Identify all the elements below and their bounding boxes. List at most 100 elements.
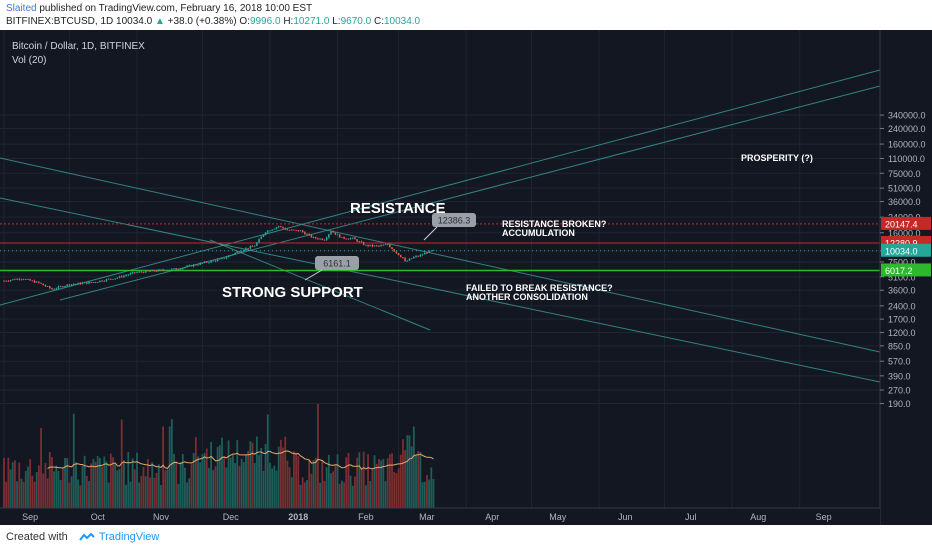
volume-bar <box>48 451 51 508</box>
candle-body <box>110 278 112 280</box>
volume-bar <box>27 466 29 508</box>
volume-bar <box>61 468 64 508</box>
candle-body <box>149 271 151 272</box>
volume-ma-line <box>47 450 434 470</box>
candle-body <box>66 284 69 287</box>
candle-body <box>417 256 419 257</box>
candle-body <box>423 252 426 255</box>
candle-body <box>430 250 433 252</box>
candle-body <box>38 281 40 283</box>
volume-bar <box>216 446 219 508</box>
callout-pointer <box>423 226 438 241</box>
volume-bar <box>421 482 424 508</box>
volume-bar <box>242 461 245 508</box>
volume-bar <box>192 453 195 508</box>
candle-body <box>358 241 361 243</box>
volume-bar <box>201 454 204 508</box>
volume-bar <box>157 464 160 508</box>
volume-bar <box>310 473 313 508</box>
candle-body <box>216 259 219 262</box>
volume-bar <box>203 452 206 508</box>
volume-bar <box>144 476 147 508</box>
price-tick-label: 5100.0 <box>888 272 916 282</box>
volume-bar <box>3 458 5 508</box>
candle-body <box>175 268 178 270</box>
candle-body <box>321 238 324 240</box>
candle-body <box>79 282 82 285</box>
volume-bar <box>55 465 58 508</box>
volume-bar <box>308 459 311 508</box>
candle-body <box>51 288 53 290</box>
volume-bar <box>92 458 95 508</box>
candle-body <box>96 281 99 283</box>
time-tick-label: Mar <box>419 512 435 522</box>
annotation-failed-1: FAILED TO BREAK RESISTANCE? <box>466 283 613 293</box>
candle-body <box>155 270 158 272</box>
annotation-prosperity: PROSPERITY (?) <box>741 153 813 163</box>
volume-bar <box>232 454 234 508</box>
volume-bar <box>149 477 151 508</box>
volume-bar <box>181 453 184 508</box>
volume-bar <box>332 471 335 508</box>
volume-bar <box>190 464 193 508</box>
volume-bar <box>214 466 217 508</box>
volume-bar <box>282 447 284 508</box>
candle-body <box>310 234 313 238</box>
candle-body <box>282 226 284 229</box>
volume-bar <box>336 454 339 508</box>
volume-bar <box>166 469 169 508</box>
volume-bar <box>255 436 258 508</box>
volume-bar <box>349 475 352 508</box>
volume-bar <box>428 479 430 508</box>
candle-body <box>258 239 260 243</box>
candle-body <box>7 280 10 282</box>
volume-bar <box>37 465 40 508</box>
volume-bar <box>388 454 391 508</box>
candle-body <box>225 257 228 259</box>
volume-bar <box>186 482 189 508</box>
volume-bar <box>397 468 400 508</box>
candle-body <box>90 282 92 283</box>
created-with: Created with TradingView <box>6 531 159 543</box>
candle-body <box>123 275 125 278</box>
candle-body <box>195 264 197 266</box>
candle-body <box>14 279 16 281</box>
candle-body <box>103 281 106 282</box>
volume-bar <box>131 458 134 508</box>
candle-body <box>371 244 374 247</box>
tradingview-link[interactable]: TradingView <box>98 531 160 543</box>
volume-bar <box>358 452 361 508</box>
price-tick-label: 850.0 <box>888 341 911 351</box>
volume-bar <box>129 481 132 508</box>
candle-body <box>293 229 295 231</box>
candle-body <box>373 245 376 247</box>
chart-area[interactable]: 340000.0 240000.0 160000.0 110000.0 75000.0 5… <box>0 30 932 525</box>
candle-body <box>86 282 88 284</box>
candle-body <box>227 255 230 258</box>
candle-body <box>245 248 247 251</box>
volume-bar <box>42 473 45 508</box>
candle-body <box>229 255 232 256</box>
volume-bar <box>66 458 69 508</box>
volume-bar <box>395 473 398 508</box>
candle-body <box>147 270 149 272</box>
created-label: Created with <box>6 531 68 543</box>
time-axis-bg <box>0 508 880 525</box>
candle-body <box>286 229 289 231</box>
candle-body <box>367 244 369 247</box>
price-tick-label: 190.0 <box>888 399 911 409</box>
time-tick-label: Oct <box>91 512 106 522</box>
candle-body <box>269 230 271 232</box>
candle-body <box>35 281 38 283</box>
candle-body <box>378 245 380 247</box>
candle-body <box>413 256 415 259</box>
price-chart-svg[interactable]: 340000.0 240000.0 160000.0 110000.0 75000.0 5… <box>0 30 932 525</box>
callout-box <box>315 256 359 270</box>
volume-bar <box>236 440 239 508</box>
volume-bar <box>33 481 36 508</box>
candle-body <box>334 232 337 235</box>
author-link[interactable]: Slaited <box>6 3 37 14</box>
volume-bar <box>199 462 202 508</box>
volume-bar <box>81 465 84 508</box>
volume-bar <box>123 460 125 508</box>
